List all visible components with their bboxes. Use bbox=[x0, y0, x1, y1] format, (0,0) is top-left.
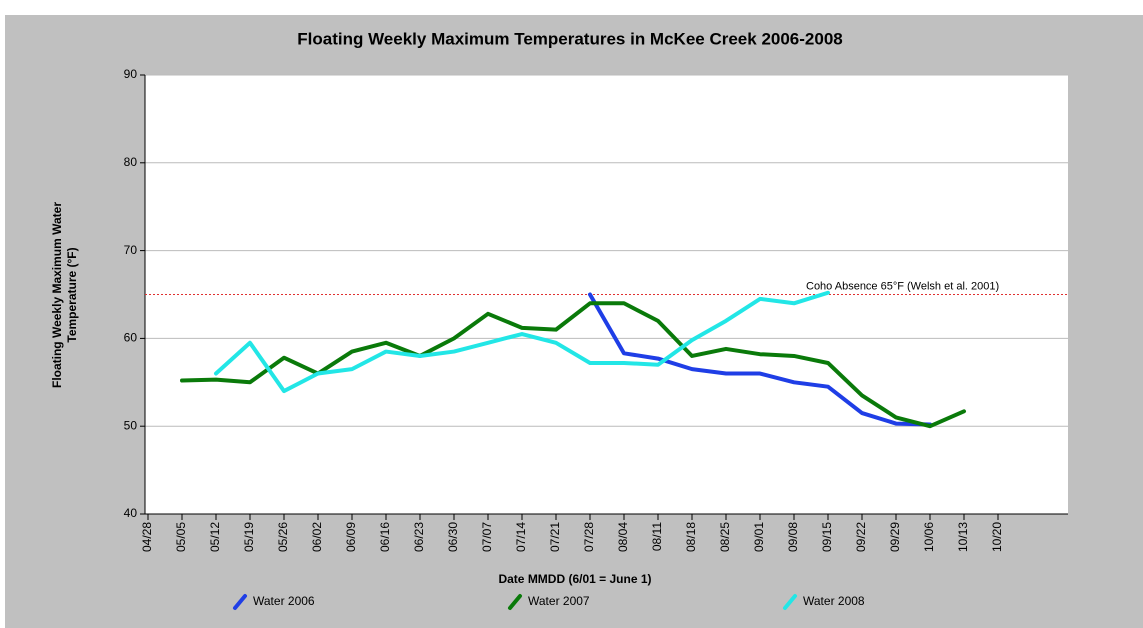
y-tick-label: 70 bbox=[124, 243, 138, 257]
x-tick-label: 08/25 bbox=[718, 522, 732, 552]
x-tick-label: 07/28 bbox=[582, 522, 596, 552]
legend-swatch bbox=[233, 594, 247, 610]
legend-item: Water 2007 bbox=[508, 594, 590, 610]
x-tick-label: 09/01 bbox=[752, 522, 766, 552]
y-axis-label-line: Floating Weekly Maximum Water bbox=[50, 202, 64, 388]
y-tick-label: 50 bbox=[124, 418, 138, 432]
y-axis-label-line: Temperature (°F) bbox=[65, 247, 79, 342]
x-tick-label: 09/08 bbox=[786, 522, 800, 552]
x-tick-label: 08/11 bbox=[650, 522, 664, 551]
x-tick-label: 06/23 bbox=[412, 522, 426, 552]
legend-label: Water 2007 bbox=[528, 594, 590, 608]
series-line bbox=[214, 290, 830, 394]
x-tick-label: 06/30 bbox=[446, 522, 460, 552]
x-tick-label: 06/16 bbox=[378, 522, 392, 552]
x-tick-label: 10/06 bbox=[922, 522, 936, 552]
x-tick-label: 07/07 bbox=[480, 522, 494, 552]
legend-swatch bbox=[783, 594, 797, 610]
x-tick-label: 08/18 bbox=[684, 522, 698, 552]
reference-label: Coho Absence 65°F (Welsh et al. 2001) bbox=[806, 280, 999, 292]
x-tick-label: 05/26 bbox=[276, 522, 290, 552]
x-tick-label: 07/14 bbox=[514, 522, 528, 552]
x-tick-label: 04/28 bbox=[140, 522, 154, 552]
x-tick-label: 06/09 bbox=[344, 522, 358, 552]
legend-label: Water 2006 bbox=[253, 594, 315, 608]
legend-label: Water 2008 bbox=[803, 594, 865, 608]
x-tick-label: 05/12 bbox=[208, 522, 222, 552]
series-line bbox=[180, 301, 966, 429]
legend-item: Water 2008 bbox=[783, 594, 865, 610]
series-line bbox=[588, 292, 932, 427]
y-tick-label: 60 bbox=[124, 331, 138, 345]
x-tick-label: 05/19 bbox=[242, 522, 256, 552]
legend-swatch bbox=[508, 594, 522, 610]
x-tick-label: 05/05 bbox=[174, 522, 188, 552]
x-tick-label: 10/13 bbox=[956, 522, 970, 552]
y-tick-label: 90 bbox=[124, 67, 138, 81]
x-tick-label: 09/29 bbox=[888, 522, 902, 552]
x-tick-label: 08/04 bbox=[616, 522, 630, 552]
legend-item: Water 2006 bbox=[233, 594, 315, 610]
x-axis-label: Date MMDD (6/01 = June 1) bbox=[498, 572, 651, 586]
x-tick-label: 09/15 bbox=[820, 522, 834, 552]
y-tick-label: 40 bbox=[124, 506, 138, 520]
x-tick-label: 06/02 bbox=[310, 522, 324, 552]
x-tick-label: 07/21 bbox=[548, 522, 562, 552]
y-tick-label: 80 bbox=[124, 155, 138, 169]
x-tick-label: 10/20 bbox=[990, 522, 1004, 552]
x-tick-label: 09/22 bbox=[854, 522, 868, 552]
y-axis-label: Floating Weekly Maximum Water Temperatur… bbox=[50, 202, 79, 388]
chart-title: Floating Weekly Maximum Temperatures in … bbox=[297, 29, 843, 48]
